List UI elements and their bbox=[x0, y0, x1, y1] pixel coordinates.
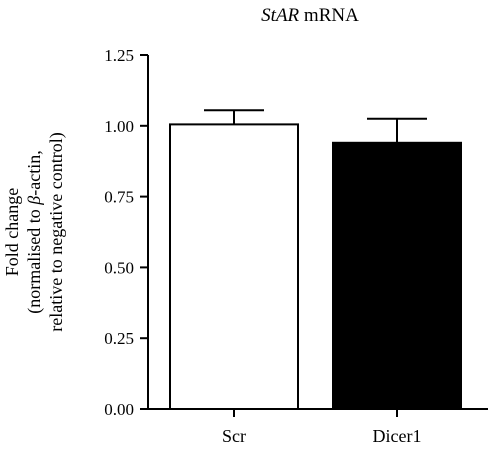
y-tick-label: 1.00 bbox=[104, 117, 134, 136]
y-tick-label: 1.25 bbox=[104, 46, 134, 65]
chart-title-italic: StAR bbox=[261, 5, 299, 26]
bar bbox=[332, 141, 462, 411]
y-axis-label: Fold change (normalised to β-actin, rela… bbox=[2, 132, 67, 331]
y-axis-label-line-2: (normalised to β-actin, bbox=[24, 150, 45, 313]
bar bbox=[169, 123, 299, 410]
y-tick-label: 0.75 bbox=[104, 188, 134, 207]
x-tick-label: Scr bbox=[222, 426, 246, 446]
y-axis-label-line-2-start: (normalised to bbox=[24, 205, 45, 314]
y-tick-label: 0.00 bbox=[104, 400, 134, 419]
chart-title-rest: mRNA bbox=[299, 5, 359, 26]
chart-title: StAR mRNA bbox=[261, 5, 359, 26]
y-axis-label-beta: β bbox=[24, 196, 44, 206]
bars bbox=[169, 109, 462, 411]
y-tick-label: 0.50 bbox=[104, 258, 134, 277]
y-axis-label-line-3: relative to negative control) bbox=[46, 132, 67, 331]
y-axis-label-line-1: Fold change bbox=[2, 188, 22, 276]
x-tick-label: Dicer1 bbox=[373, 426, 422, 446]
y-axis-label-line-2-end: -actin, bbox=[24, 150, 44, 195]
y-tick-label: 0.25 bbox=[104, 329, 134, 348]
